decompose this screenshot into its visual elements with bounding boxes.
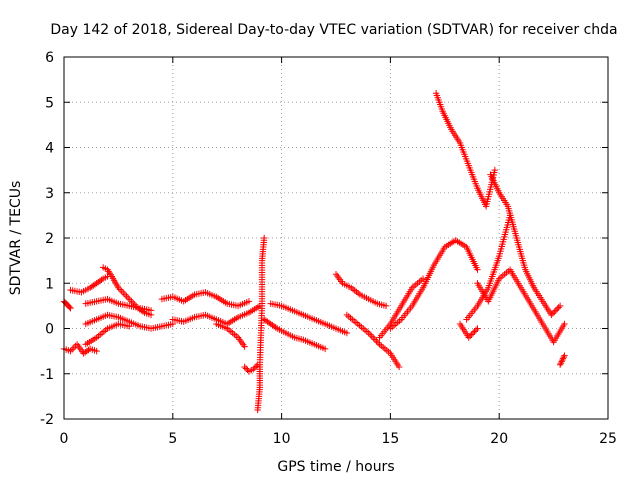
data-point (465, 334, 472, 341)
x-tick-label: 0 (60, 431, 69, 447)
chart-title: Day 142 of 2018, Sidereal Day-to-day VTE… (50, 22, 617, 38)
y-tick-label: -2 (40, 412, 54, 428)
x-tick-label: 10 (273, 431, 291, 447)
data-point (269, 321, 276, 329)
data-point (80, 350, 87, 357)
data-point (86, 284, 94, 291)
x-tick-label: 15 (381, 431, 399, 447)
data-point (242, 365, 250, 372)
y-axis-label: SDTVAR / TECUs (8, 181, 24, 296)
data-point (147, 307, 155, 314)
data-point (548, 311, 555, 319)
data-point (253, 363, 260, 370)
data-points (60, 90, 568, 414)
data-point (552, 307, 559, 314)
y-tick-label: 2 (45, 231, 54, 247)
data-point (556, 302, 564, 310)
ticks: 0 5 10 15 20 25 -2 -1 0 1 2 3 4 5 6 (40, 50, 617, 447)
data-point (395, 363, 403, 371)
data-point (373, 337, 380, 345)
data-point (121, 291, 129, 298)
data-point (556, 361, 564, 368)
data-point (262, 317, 270, 324)
data-point (558, 358, 565, 365)
data-point (474, 266, 481, 273)
data-point (365, 329, 372, 337)
data-point (321, 345, 329, 353)
data-point (66, 303, 73, 311)
y-tick-label: 1 (45, 276, 54, 292)
x-tick-label: 25 (599, 431, 617, 447)
data-point (419, 275, 427, 282)
data-point (241, 363, 248, 371)
data-point (90, 282, 97, 289)
data-point (551, 308, 558, 316)
data-point (118, 287, 125, 295)
data-point (123, 293, 130, 300)
data-point (366, 331, 374, 338)
data-point (126, 296, 134, 303)
data-point (468, 331, 475, 338)
data-point (343, 329, 351, 337)
y-tick-label: 6 (45, 50, 54, 66)
data-point (374, 339, 382, 346)
data-point (561, 352, 568, 359)
data-point (68, 346, 76, 353)
data-point (83, 347, 91, 355)
data-point (557, 359, 565, 367)
data-point (93, 347, 100, 355)
data-point (368, 333, 375, 340)
data-point (559, 356, 566, 364)
x-axis-label: GPS time / hours (277, 459, 394, 475)
x-tick-label: 5 (168, 431, 177, 447)
data-point (272, 324, 279, 331)
data-point (469, 329, 477, 337)
data-point (82, 349, 89, 356)
data-point (471, 328, 478, 335)
data-point (267, 320, 274, 328)
y-tick-label: 5 (45, 95, 54, 111)
data-point (270, 323, 278, 330)
data-point (120, 289, 127, 297)
data-point (491, 166, 499, 174)
data-point (126, 323, 133, 330)
data-point (555, 304, 562, 311)
data-point (264, 318, 271, 325)
data-point (371, 336, 379, 343)
y-tick-label: 0 (45, 322, 54, 338)
data-point (260, 234, 268, 242)
y-tick-label: 3 (45, 186, 54, 202)
data-point (96, 277, 104, 285)
data-point (241, 343, 248, 350)
data-point (370, 334, 377, 342)
data-point (95, 278, 102, 286)
data-point (472, 326, 480, 334)
data-point (245, 298, 253, 305)
data-point (506, 212, 514, 219)
data-point (559, 355, 567, 362)
data-point (265, 319, 273, 327)
data-point (466, 332, 474, 340)
data-point (250, 366, 257, 373)
grid (64, 57, 608, 419)
data-point (560, 353, 567, 361)
x-tick-label: 20 (490, 431, 508, 447)
data-point (561, 320, 568, 328)
data-point (91, 281, 99, 288)
data-point (382, 302, 390, 310)
data-point (260, 316, 268, 323)
data-point (251, 364, 258, 371)
data-point (67, 304, 74, 312)
y-tick-label: -1 (40, 367, 54, 383)
y-tick-label: 4 (45, 141, 54, 157)
data-point (88, 283, 95, 290)
data-point (124, 294, 132, 302)
data-point (98, 276, 105, 284)
data-point (93, 280, 100, 287)
data-point (549, 310, 557, 317)
data-point (554, 305, 561, 313)
data-point (474, 325, 481, 332)
